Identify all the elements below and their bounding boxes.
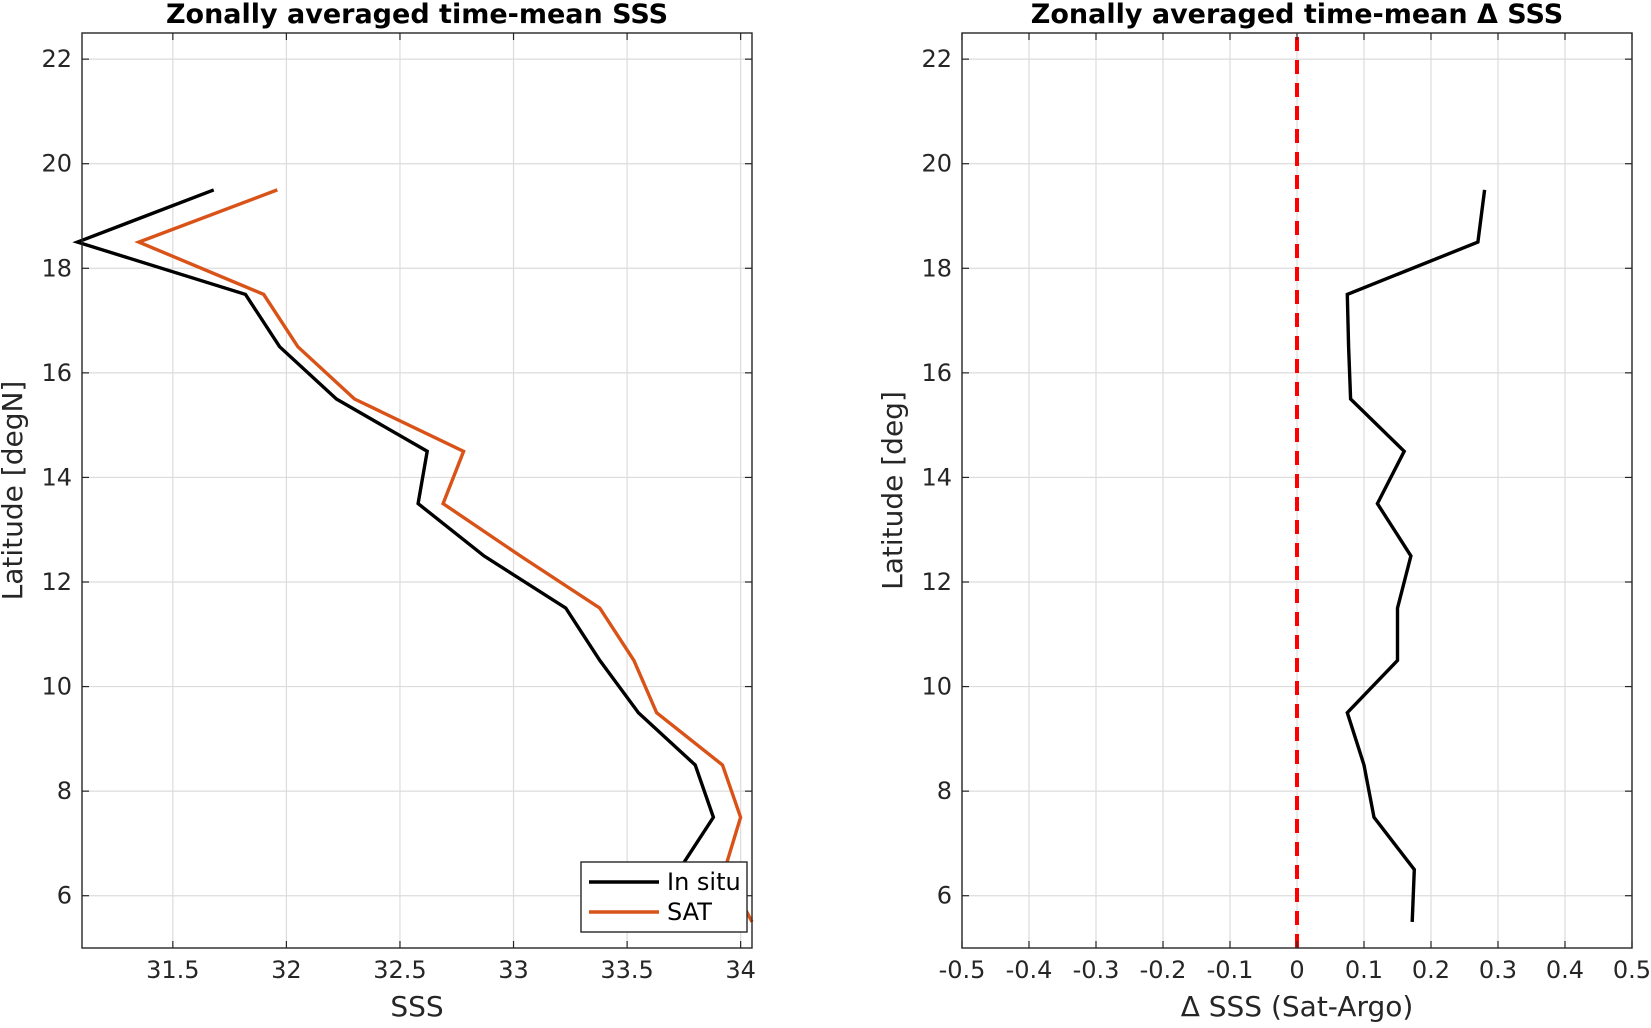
chart-title: Zonally averaged time-mean SSS [166, 0, 668, 30]
legend-label: In situ [667, 868, 741, 896]
x-axis-label: SSS [390, 990, 443, 1023]
y-tick-label: 14 [921, 463, 952, 491]
x-tick-label: 0.4 [1546, 956, 1584, 984]
right-panel-delta-sss: -0.5 -0.4 -0.3 -0.2 -0.1 0 0.1 0.2 0.3 0.4 0.5 6 8 10… [876, 0, 1651, 1023]
y-tick-label: 10 [921, 673, 952, 701]
legend-box [580, 861, 748, 933]
x-tick-label: -0.2 [1140, 956, 1187, 984]
x-tick-label: 0.3 [1479, 956, 1517, 984]
y-tick-label: 12 [921, 568, 952, 596]
x-tick-label: -0.4 [1006, 956, 1053, 984]
y-tick-label: 16 [921, 359, 952, 387]
y-tick-label: 8 [57, 777, 72, 805]
y-tick-label: 6 [937, 882, 952, 910]
series-line-delta-sss [1345, 189, 1487, 922]
y-tick-label: 22 [921, 45, 952, 73]
x-tick-label: 32 [271, 956, 302, 984]
y-tick-label: 22 [41, 45, 72, 73]
series-line-sat [134, 188, 754, 923]
x-tick-label: -0.1 [1207, 956, 1254, 984]
x-tick-label: 31.5 [146, 956, 199, 984]
y-tick-label: 20 [921, 150, 952, 178]
y-tick-label: 18 [41, 254, 72, 282]
y-tick-label: 14 [41, 463, 72, 491]
y-tick-label: 6 [57, 882, 72, 910]
x-tick-label: 0.2 [1412, 956, 1450, 984]
x-axis-label: Δ SSS (Sat-Argo) [1181, 990, 1414, 1023]
y-tick-label: 12 [41, 568, 72, 596]
x-tick-label: 33.5 [600, 956, 653, 984]
x-tick-label: 34 [725, 956, 756, 984]
y-tick-label: 16 [41, 359, 72, 387]
y-tick-label: 10 [41, 673, 72, 701]
y-tick-label: 8 [937, 777, 952, 805]
x-tick-label: -0.3 [1073, 956, 1120, 984]
x-tick-label: 0.1 [1345, 956, 1383, 984]
y-axis-label: Latitude [deg] [876, 391, 909, 590]
chart-title: Zonally averaged time-mean Δ SSS [1031, 0, 1563, 30]
axes-frame [81, 32, 753, 949]
x-tick-label: 32.5 [373, 956, 426, 984]
x-tick-label: 33 [498, 956, 529, 984]
x-tick-label: 0.5 [1613, 956, 1651, 984]
left-panel-sss: 31.5 32 32.5 33 33.5 34 6 8 10 12 14 16 18 20 22 Zonall… [0, 0, 756, 1023]
y-tick-label: 20 [41, 150, 72, 178]
legend-label: SAT [667, 898, 712, 926]
series-line-in-situ [72, 188, 716, 871]
x-tick-label: -0.5 [939, 956, 986, 984]
y-axis-label: Latitude [degN] [0, 381, 29, 601]
y-tick-label: 18 [921, 254, 952, 282]
x-tick-label: 0 [1289, 956, 1304, 984]
